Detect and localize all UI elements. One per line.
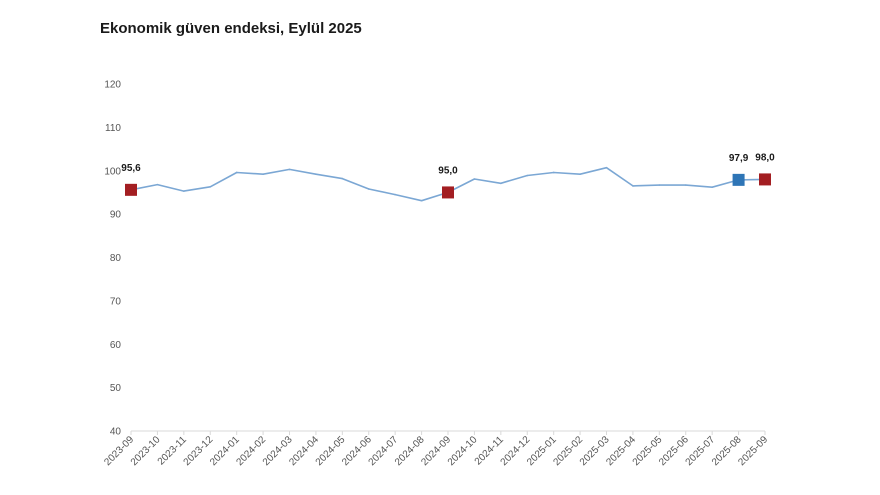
data-point [579,173,581,176]
data-point [209,185,212,188]
y-tick-label: 90 [110,210,122,221]
data-point [288,168,291,171]
x-tick-label: 2025-09 [736,434,770,468]
data-point [500,182,502,185]
data-point [552,171,555,174]
chart-panel [88,0,788,495]
data-label: 98,0 [755,152,775,163]
data-point [711,186,713,189]
data-point [262,173,264,176]
data-label: 95,6 [121,163,141,174]
data-point [684,184,687,186]
data-point [658,184,661,186]
highlight-marker [442,186,454,199]
chart-title: Ekonomik güven endeksi, Eylül 2025 [100,20,362,37]
y-tick-label: 40 [110,427,122,438]
highlight-marker [732,173,745,186]
data-point [394,193,396,196]
highlight-marker [759,173,771,186]
data-point [605,166,608,169]
y-tick-label: 50 [110,383,122,394]
y-tick-label: 120 [104,80,121,91]
data-point [367,188,370,190]
data-point [156,183,159,186]
data-point [235,171,238,174]
data-point [526,174,529,177]
data-point [473,178,476,180]
y-tick-label: 110 [105,123,121,134]
y-tick-label: 100 [104,166,121,177]
data-point [341,177,344,180]
highlight-marker [125,183,137,196]
data-point [315,173,317,176]
y-tick-label: 60 [110,340,122,351]
y-tick-label: 80 [110,253,122,264]
data-label: 95,0 [438,165,458,176]
data-label: 97,9 [729,153,749,164]
data-point [420,199,423,202]
y-tick-label: 70 [110,296,122,307]
data-point [183,190,185,192]
data-point [632,185,634,187]
